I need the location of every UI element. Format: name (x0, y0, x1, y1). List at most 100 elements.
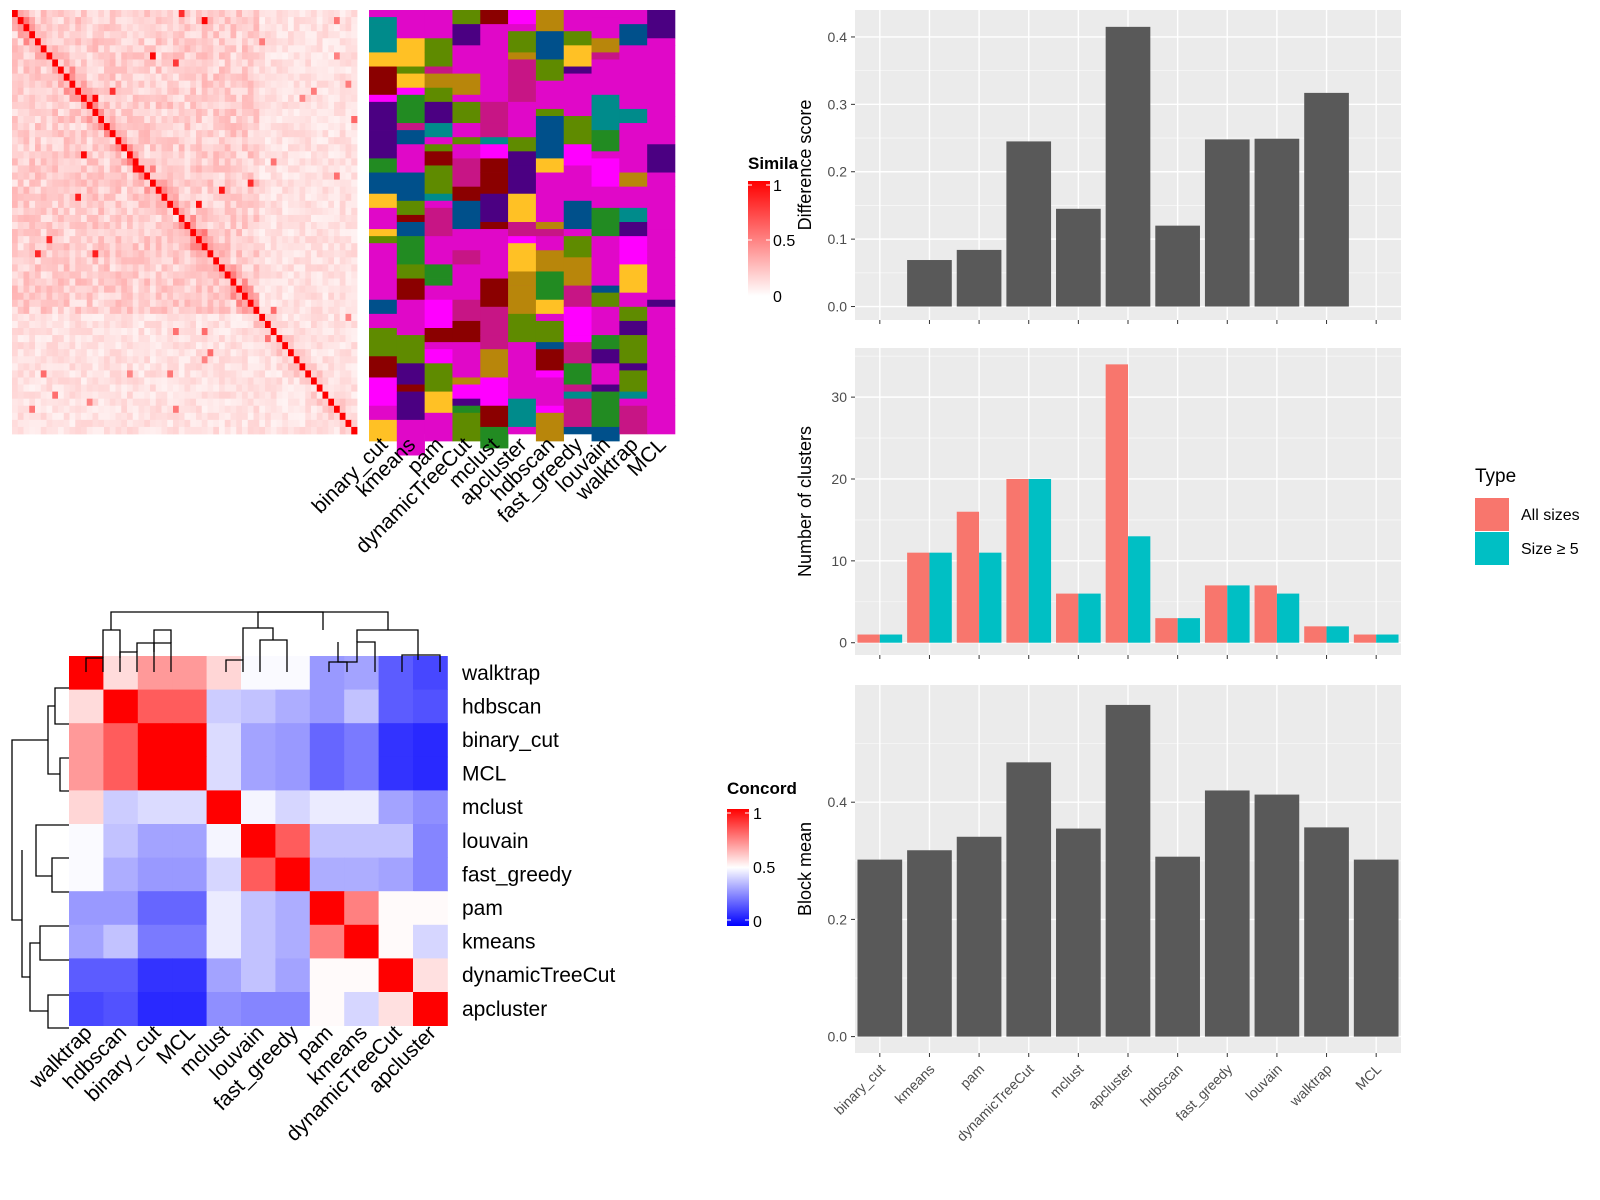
similarity-cell (305, 405, 312, 414)
similarity-cell (351, 229, 358, 237)
similarity-cell (155, 250, 162, 258)
similarity-cell (115, 158, 122, 166)
similarity-cell (63, 172, 70, 180)
similarity-cell (98, 172, 105, 180)
similarity-cell (17, 193, 24, 202)
similarity-cell (276, 313, 283, 322)
similarity-cell (109, 116, 116, 124)
similarity-cell (242, 285, 249, 294)
similarity-cell (305, 59, 312, 67)
similarity-cell (150, 45, 157, 53)
similarity-cell (322, 200, 329, 209)
similarity-cell (316, 292, 323, 301)
similarity-cell (247, 405, 254, 414)
similarity-cell (115, 419, 122, 428)
similarity-cell (58, 38, 65, 46)
similarity-cell (121, 66, 128, 74)
similarity-cell (293, 87, 300, 96)
membership-cell (591, 10, 620, 18)
similarity-cell (121, 306, 128, 315)
similarity-cell (29, 52, 36, 60)
similarity-cell (58, 384, 65, 392)
similarity-cell (282, 172, 289, 180)
similarity-cell (121, 200, 128, 209)
membership-cell (369, 299, 398, 315)
similarity-cell (190, 349, 197, 357)
similarity-cell (17, 236, 24, 244)
membership-cell (563, 335, 592, 343)
similarity-cell (92, 137, 99, 145)
membership-cell (452, 101, 481, 124)
similarity-cell (12, 363, 19, 371)
similarity-cell (276, 94, 283, 103)
similarity-cell (253, 207, 260, 216)
similarity-cell (144, 165, 151, 173)
similarity-cell (167, 87, 174, 96)
similarity-cell (253, 101, 260, 110)
similarity-cell (242, 165, 249, 173)
similarity-cell (339, 158, 346, 166)
similarity-cell (247, 179, 254, 188)
similarity-cell (144, 214, 151, 223)
similarity-cell (322, 214, 329, 223)
membership-cell (369, 66, 398, 96)
concordance-cell (103, 958, 139, 993)
similarity-cell (219, 137, 226, 145)
membership-cell (563, 31, 592, 46)
similarity-cell (230, 73, 237, 82)
similarity-cell (132, 391, 139, 400)
similarity-cell (155, 299, 162, 308)
similarity-cell (35, 377, 42, 385)
similarity-cell (104, 285, 111, 294)
similarity-cell (144, 24, 151, 32)
similarity-cell (46, 165, 53, 173)
similarity-cell (224, 17, 231, 25)
similarity-cell (328, 158, 335, 166)
similarity-cell (92, 38, 99, 46)
similarity-cell (213, 52, 220, 60)
similarity-cell (121, 377, 128, 385)
similarity-cell (40, 320, 47, 329)
similarity-cell (155, 94, 162, 103)
similarity-cell (293, 108, 300, 117)
similarity-cell (150, 94, 157, 103)
similarity-cell (201, 144, 208, 152)
similarity-cell (40, 306, 47, 315)
similarity-cell (299, 271, 306, 279)
similarity-cell (69, 306, 76, 315)
similarity-cell (236, 45, 243, 53)
similarity-cell (236, 349, 243, 357)
membership-cell (591, 158, 620, 187)
similarity-cell (40, 342, 47, 350)
similarity-cell (311, 320, 318, 329)
similarity-cell (265, 45, 272, 53)
similarity-cell (288, 419, 295, 428)
concordance-cell (172, 891, 207, 926)
similarity-cell (167, 250, 174, 258)
similarity-cell (184, 17, 191, 25)
similarity-cell (242, 17, 249, 25)
membership-cell (535, 59, 565, 81)
similarity-cell (328, 349, 335, 357)
similarity-cell (282, 73, 289, 82)
similarity-cell (17, 31, 24, 39)
similarity-cell (322, 45, 329, 53)
similarity-cell (86, 94, 93, 103)
similarity-cell (35, 250, 42, 258)
similarity-cell (339, 172, 346, 180)
similarity-cell (121, 10, 128, 18)
similarity-cell (224, 285, 231, 294)
similarity-cell (115, 285, 122, 294)
similarity-cell (276, 207, 283, 216)
similarity-cell (213, 207, 220, 216)
similarity-cell (334, 398, 341, 407)
similarity-cell (213, 10, 220, 18)
similarity-cell (138, 193, 145, 202)
similarity-cell (23, 24, 30, 32)
similarity-cell (311, 342, 318, 350)
similarity-cell (201, 229, 208, 237)
similarity-cell (207, 31, 214, 39)
similarity-cell (190, 377, 197, 385)
similarity-cell (339, 200, 346, 209)
similarity-cell (121, 426, 128, 435)
